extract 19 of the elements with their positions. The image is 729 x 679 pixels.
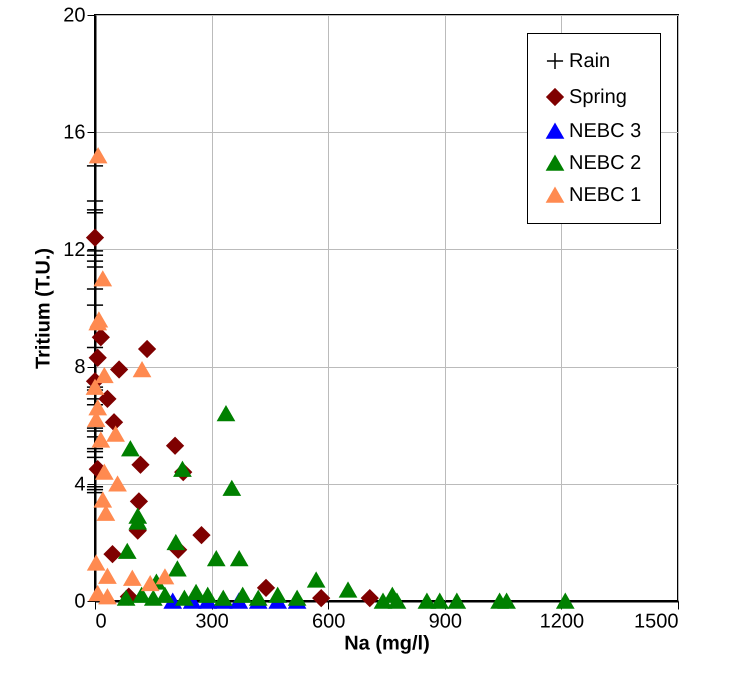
y-tick-label: 12 [63,238,86,261]
x-tick-label: 600 [312,610,346,632]
legend-label: Rain [569,50,610,72]
x-tick-label: 1200 [540,610,584,632]
legend-label: NEBC 2 [569,152,642,174]
x-tick-label: 900 [428,610,462,632]
y-tick-label: 0 [74,590,86,612]
x-tick-label: 1500 [634,610,678,632]
x-axis-title: Na (mg/l) [344,632,430,654]
y-tick-label: 8 [74,356,86,378]
legend-label: NEBC 3 [569,120,642,142]
y-tick-label: 4 [74,473,86,496]
legend-label: NEBC 1 [569,184,642,206]
y-axis-title: Tritium (T.U.) [32,248,54,370]
x-tick-label: 300 [195,610,229,632]
y-tick-label: 16 [63,122,86,144]
y-tick-label: 20 [63,4,86,26]
x-tick-label: 0 [96,610,107,632]
legend-label: Spring [569,86,627,108]
